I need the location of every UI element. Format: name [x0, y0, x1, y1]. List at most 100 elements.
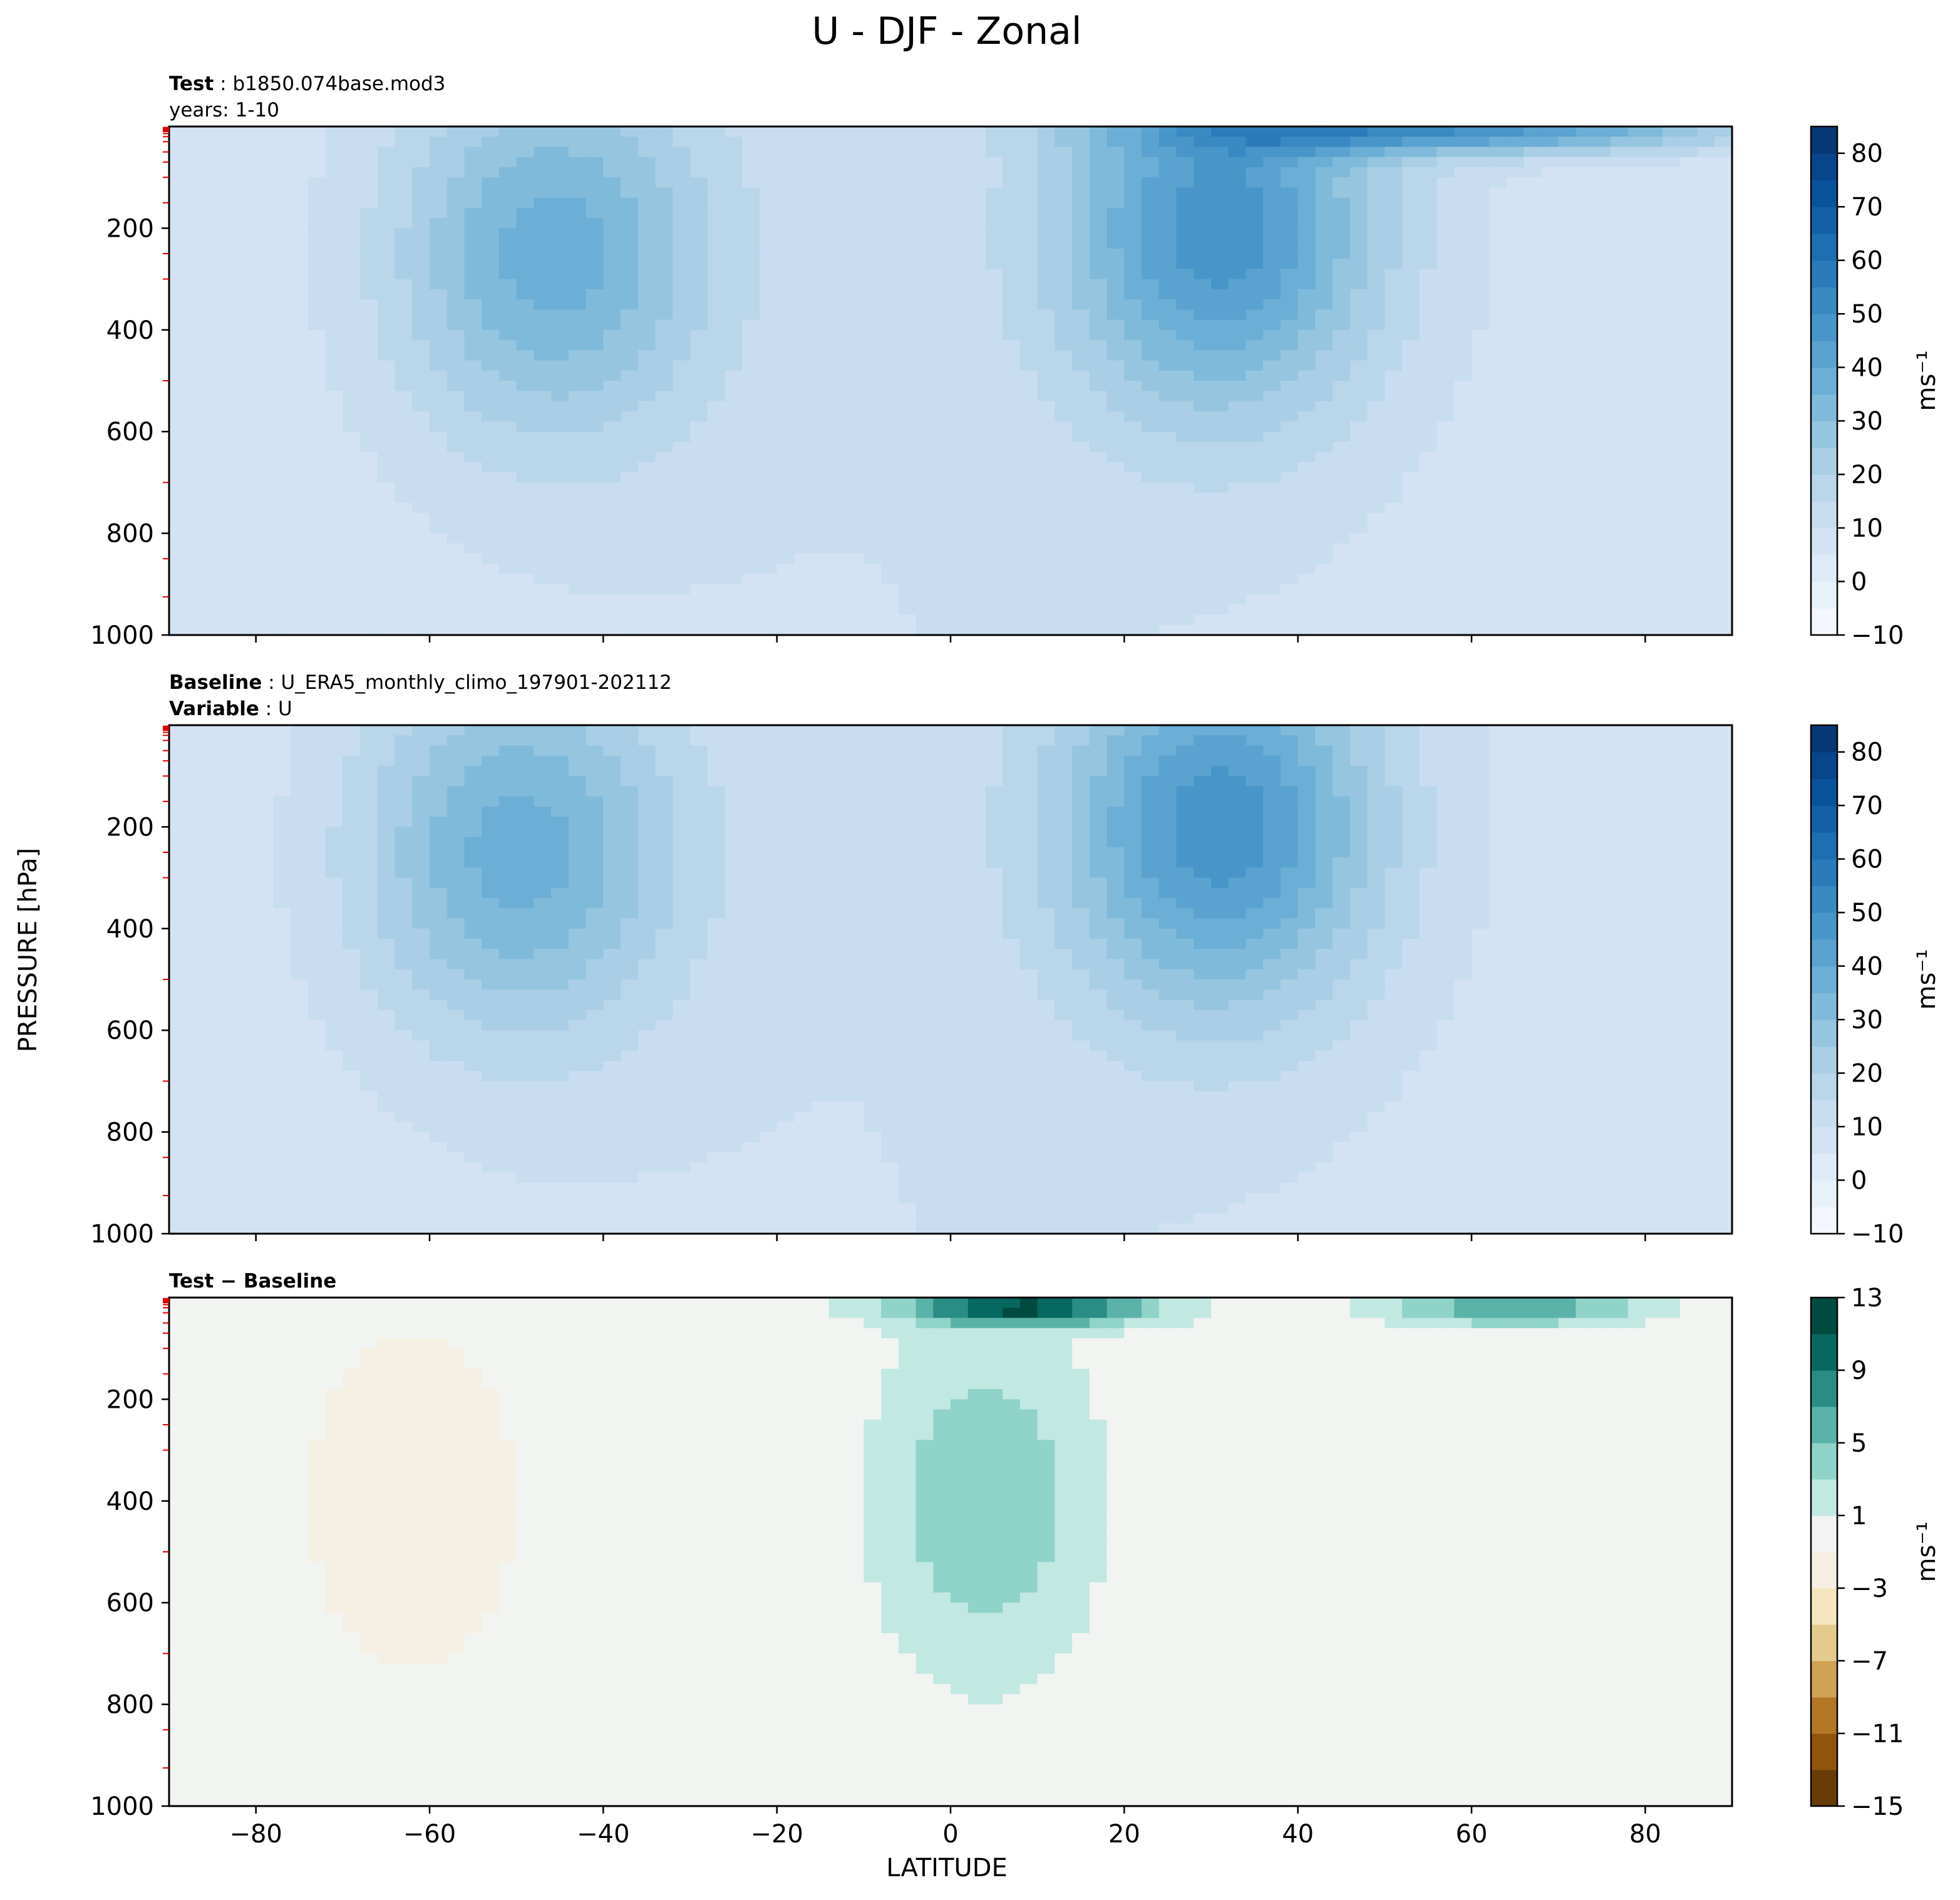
colorbar-band: [1811, 1588, 1837, 1625]
colorbar-tick-label: 5: [1851, 1429, 1867, 1458]
panel-header-line: Variable : U: [169, 698, 292, 720]
colorbar-tick-label: 50: [1851, 899, 1883, 927]
colorbar: −10 0 10 20 30 40 50 60 70 80 ms⁻¹: [1810, 125, 1941, 650]
colorbar-band: [1811, 939, 1837, 967]
contour-field: [169, 1298, 1732, 1806]
colorbar-tick-label: 20: [1851, 461, 1883, 490]
colorbar-band: [1811, 233, 1837, 261]
colorbar-band: [1811, 885, 1837, 913]
panel-header-key: Baseline: [169, 671, 262, 694]
panel-header-value: : U: [259, 698, 292, 720]
colorbar-tick-label: 50: [1851, 300, 1883, 329]
colorbar-band: [1811, 1020, 1837, 1047]
x-tick-label: 80: [1629, 1820, 1661, 1849]
colorbar-band: [1811, 1661, 1837, 1698]
panel-header-line: years: 1-10: [169, 99, 279, 121]
colorbar-band: [1811, 501, 1837, 529]
panel-header-line: Test − Baseline: [169, 1270, 336, 1293]
y-tick-label: 1000: [90, 621, 154, 650]
colorbar-band: [1811, 805, 1837, 833]
colorbar-band: [1811, 859, 1837, 887]
colorbar-band: [1811, 1180, 1837, 1207]
colorbar-band: [1811, 1127, 1837, 1154]
y-tick-label: 600: [106, 418, 154, 447]
colorbar-tick-label: −7: [1851, 1647, 1888, 1676]
colorbar-band: [1811, 260, 1837, 288]
y-tick-label: 1000: [90, 1220, 154, 1249]
panel-3: Test − Baseline −80 −60 −40 −20 0 20 40 60 80 200 4…: [90, 1270, 1941, 1849]
colorbar-band: [1811, 447, 1837, 475]
colorbar-frame: [1810, 724, 1839, 1235]
colorbar-label: ms⁻¹: [1912, 1522, 1941, 1582]
y-tick-label: 800: [106, 1118, 154, 1147]
colorbar: −15 −11 −7 −3 1 5 9 13 ms⁻¹: [1810, 1284, 1941, 1821]
x-axis-label: LATITUDE: [886, 1854, 1007, 1882]
colorbar-band: [1811, 608, 1837, 636]
colorbar-tick-label: −11: [1851, 1720, 1904, 1748]
colorbar-band: [1811, 993, 1837, 1020]
panel-header-value: years: 1-10: [169, 99, 279, 121]
colorbar-tick-label: 70: [1851, 792, 1883, 820]
colorbar-tick-label: −10: [1851, 1220, 1904, 1249]
colorbar-tick-label: 60: [1851, 845, 1883, 874]
colorbar: −10 0 10 20 30 40 50 60 70 80 ms⁻¹: [1810, 724, 1941, 1249]
colorbar-tick-label: 80: [1851, 140, 1883, 168]
y-tick-label: 400: [106, 915, 154, 944]
colorbar-band: [1811, 1100, 1837, 1127]
x-tick-label: 60: [1456, 1820, 1488, 1849]
colorbar-band: [1811, 340, 1837, 368]
panel-header-key: Test − Baseline: [169, 1270, 336, 1293]
colorbar-label: ms⁻¹: [1912, 351, 1941, 411]
x-tick-label: −20: [750, 1820, 803, 1849]
x-tick-label: 0: [942, 1820, 958, 1849]
y-tick-label: 400: [106, 316, 154, 345]
colorbar-band: [1811, 1370, 1837, 1407]
colorbar-label: ms⁻¹: [1912, 949, 1941, 1010]
colorbar-band: [1811, 528, 1837, 555]
panel-header-value: : b1850.074base.mod3: [214, 73, 445, 95]
colorbar-band: [1811, 474, 1837, 502]
x-tick-label: −60: [403, 1820, 456, 1849]
colorbar-tick-label: 9: [1851, 1356, 1867, 1385]
colorbar-band: [1811, 1515, 1837, 1552]
colorbar-band: [1811, 1770, 1837, 1807]
colorbar-tick-label: −15: [1851, 1792, 1904, 1821]
x-tick-label: 20: [1108, 1820, 1140, 1849]
colorbar-band: [1811, 126, 1837, 154]
colorbar-tick-label: 10: [1851, 1113, 1883, 1142]
colorbar-band: [1811, 394, 1837, 421]
colorbar-frame: [1810, 1296, 1839, 1807]
colorbar-band: [1811, 287, 1837, 314]
y-tick-label: 200: [106, 1385, 154, 1414]
colorbar-band: [1811, 1443, 1837, 1480]
x-tick-label: 40: [1282, 1820, 1314, 1849]
x-tick-label: −80: [229, 1820, 282, 1849]
colorbar-band: [1811, 1552, 1837, 1589]
y-tick-label: 1000: [90, 1792, 154, 1821]
panel-header-value: : U_ERA5_monthly_climo_197901-202112: [262, 671, 672, 694]
y-tick-label: 600: [106, 1016, 154, 1045]
colorbar-tick-label: 20: [1851, 1060, 1883, 1088]
figure-title: U - DJF - Zonal: [812, 9, 1081, 53]
colorbar-band: [1811, 554, 1837, 582]
colorbar-band: [1811, 1073, 1837, 1100]
panel-header-key: Test: [169, 73, 214, 95]
colorbar-tick-label: 60: [1851, 247, 1883, 276]
colorbar-band: [1811, 778, 1837, 806]
colorbar-band: [1811, 1407, 1837, 1443]
contour-field: [169, 126, 1732, 635]
colorbar-band: [1811, 725, 1837, 753]
colorbar-band: [1811, 1334, 1837, 1371]
colorbar-band: [1811, 1697, 1837, 1734]
colorbar-band: [1811, 1624, 1837, 1661]
colorbar-band: [1811, 1046, 1837, 1074]
panel-header-line: Test : b1850.074base.mod3: [169, 73, 445, 95]
y-axis-label: PRESSURE [hPa]: [14, 848, 43, 1052]
colorbar-band: [1811, 1153, 1837, 1181]
colorbar-band: [1811, 367, 1837, 395]
panel-header-key: Variable: [169, 698, 259, 720]
colorbar-tick-label: 1: [1851, 1502, 1867, 1531]
colorbar-band: [1811, 581, 1837, 609]
